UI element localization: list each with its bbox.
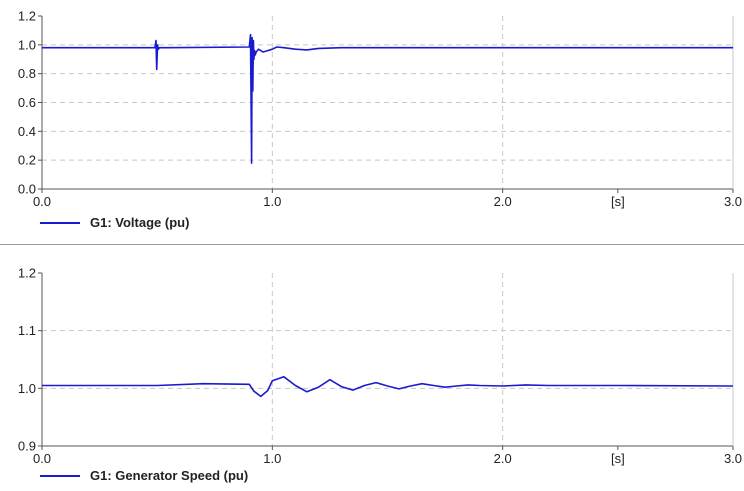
series-line (42, 376, 734, 398)
x-tick-label: 2.0 (494, 194, 512, 209)
series-line (42, 33, 733, 164)
y-tick-label: 1.2 (18, 266, 36, 281)
y-tick-label: 1.0 (18, 381, 36, 396)
y-tick-label: 1.0 (18, 37, 36, 52)
speed-chart: 0.9 1.0 1.1 1.2 0.0 1.0 2.0 [s] 3.0 G1: Generator… (18, 266, 742, 484)
voltage-chart-panel: 0.0 0.2 0.4 0.6 0.8 1.0 1.2 0.0 1.0 2.0 [s] 3.0 G1: … (0, 0, 744, 244)
x-tick-label: 0.0 (33, 194, 51, 209)
voltage-chart: 0.0 0.2 0.4 0.6 0.8 1.0 1.2 0.0 1.0 2.0 [s] 3.0 G1: … (18, 9, 742, 231)
y-tick-label: 0.2 (18, 153, 36, 168)
x-tick-label: 2.0 (494, 451, 512, 466)
y-tick-label: 1.2 (18, 9, 36, 24)
x-unit-label: [s] (611, 451, 625, 466)
panel-divider (0, 244, 744, 245)
legend-label: G1: Voltage (pu) (90, 215, 189, 230)
x-tick-label: 1.0 (263, 194, 281, 209)
legend-label: G1: Generator Speed (pu) (90, 468, 248, 483)
y-tick-label: 0.0 (18, 182, 36, 197)
x-tick-label: 3.0 (724, 451, 742, 466)
x-tick-label: 0.0 (33, 451, 51, 466)
y-tick-label: 0.6 (18, 95, 36, 110)
y-tick-label: 0.4 (18, 124, 36, 139)
y-tick-label: 0.9 (18, 439, 36, 454)
x-tick-label: 1.0 (263, 451, 281, 466)
y-tick-label: 0.8 (18, 66, 36, 81)
x-tick-label: 3.0 (724, 194, 742, 209)
x-unit-label: [s] (611, 194, 625, 209)
speed-chart-panel: 0.9 1.0 1.1 1.2 0.0 1.0 2.0 [s] 3.0 G1: Generator… (0, 246, 744, 491)
y-tick-label: 1.1 (18, 323, 36, 338)
